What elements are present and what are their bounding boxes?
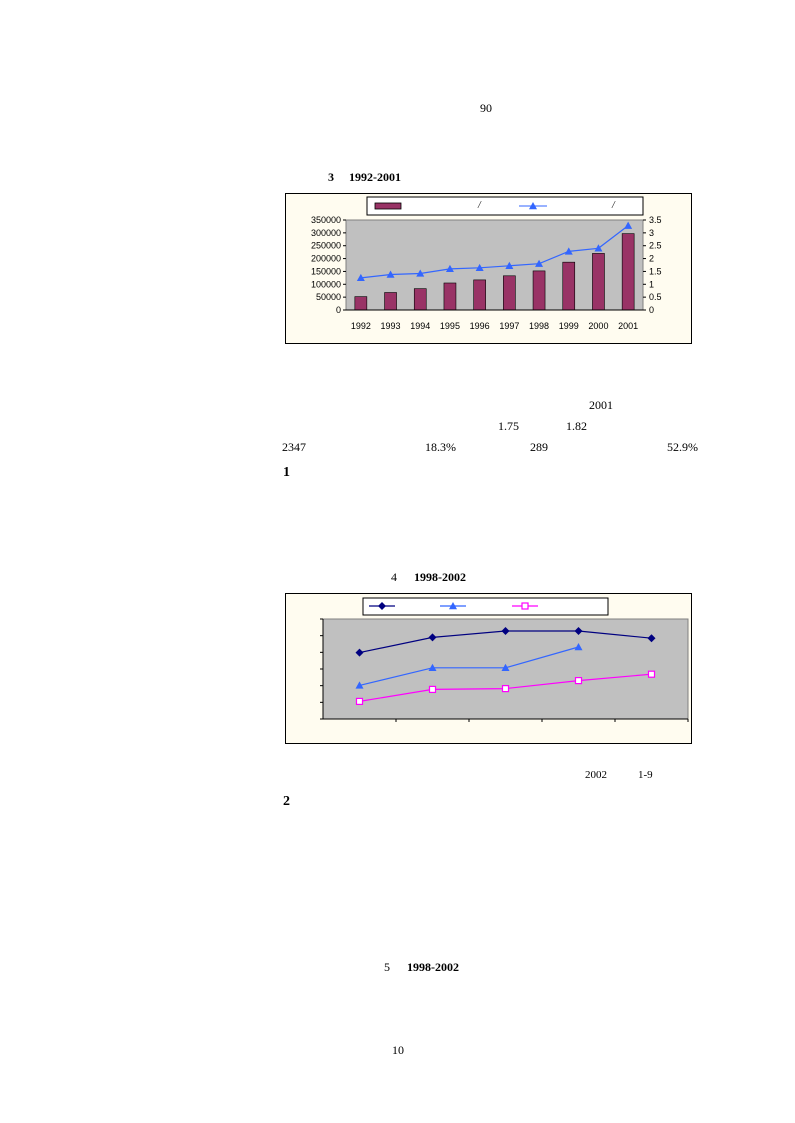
figure3-bar [413,288,427,311]
figure3-bar [443,282,457,311]
figure4-point [647,670,656,678]
figure4-point [355,697,364,706]
figure4-point [355,681,364,689]
figure3-line-point [386,270,395,278]
figure3-right-tick-label: 2.5 [649,241,662,251]
figure3-left-tick-label: 350000 [311,215,341,225]
para1-val-b: 1.82 [566,419,587,433]
para1-val-a: 1.75 [498,419,519,433]
figure4-point [574,676,583,685]
figure4-chart [285,593,692,744]
figure4-legend-box [362,597,609,616]
figure4-point [501,627,510,635]
figure3-right-tick-label: 2 [649,254,654,264]
figure3-right-tick-label: 1 [649,279,654,289]
figure4-point [501,663,510,671]
para1-pct-a: 18.3% [425,440,456,454]
para1-year: 2001 [589,398,613,412]
figure3-x-tick-label: 1995 [440,321,460,331]
figure3-left-tick-label: 50000 [316,292,341,302]
figure4-caption-range: 1998-2002 [414,570,466,584]
figure3-legend-line-marker [529,202,537,210]
para1-pct-b: 52.9% [667,440,698,454]
figure4-point [428,663,437,671]
figure5-caption-range: 1998-2002 [407,960,459,974]
figure3-bar [384,292,397,311]
figure4-point [355,648,364,657]
figure3-bar [503,275,516,311]
figure3-line-point [416,269,425,277]
figure4-legend-marker [521,602,529,610]
figure4-series-line [359,646,579,686]
figure3-left-tick-label: 300000 [311,228,341,238]
figure4-point [574,643,583,651]
figure3-line-point [564,247,573,255]
page-number-bottom: 10 [392,1043,404,1057]
figure3-x-tick-label: 2001 [618,321,638,331]
figure4-point [428,685,437,694]
figure3-caption-range: 1992-2001 [349,170,401,184]
figure4-caption-number: 4 [391,570,397,584]
figure4-legend-marker [449,602,457,610]
figure3-caption-number: 3 [328,170,334,184]
figure3-series-line [360,225,629,279]
figure3-legend-box [366,196,644,216]
figure3-bar [621,233,635,311]
figure3-chart-svg: 0 50000 100000 150000 200000 250000 300000 3500… [311,196,662,331]
figure3-line-point [535,259,544,267]
para1-val-d: 289 [530,440,548,454]
figure3-bar [592,253,605,311]
section-1-heading: 1 [283,465,290,480]
figure3-left-tick-label: 100000 [311,279,341,289]
figure3-x-tick-label: 1997 [499,321,519,331]
figure3-legend-sep-2: / [612,200,615,211]
figure3-right-tick-label: 0.5 [649,292,662,302]
figure3-x-tick-label: 1999 [559,321,579,331]
page-number-top: 90 [480,101,492,115]
figure3-left-tick-label: 200000 [311,254,341,264]
figure3-x-tick-label: 1996 [470,321,490,331]
figure3-left-tick-label: 150000 [311,266,341,276]
figure3-legend-sep-1: / [478,200,481,211]
figure3-line-point [594,244,603,252]
figure4-note-year: 2002 [585,769,607,781]
figure3-left-tick-label: 250000 [311,241,341,251]
section-2-heading: 2 [283,794,290,809]
figure3-line-point [445,264,454,273]
figure3-left-tick-label: 0 [336,305,341,315]
figure3-x-tick-label: 1998 [529,321,549,331]
figure3-line-point [475,263,484,272]
para1-val-c: 2347 [282,440,306,454]
figure4-point [501,684,510,693]
figure4-point [647,634,656,643]
figure3-x-tick-label: 1992 [351,321,371,331]
figure3-bar [473,279,486,311]
figure3-legend-bar-swatch [374,202,402,210]
figure4-legend-marker [378,602,386,610]
figure3-x-tick-label: 1994 [410,321,430,331]
figure3-bar [562,261,576,311]
figure4-point [574,627,583,635]
figure3-line-point [356,273,365,282]
figure5-caption-number: 5 [384,960,390,974]
figure3-right-tick-label: 0 [649,305,654,315]
figure3-bar [354,296,368,311]
figure3-right-tick-label: 3.5 [649,215,662,225]
figure3-right-tick-label: 3 [649,228,654,238]
figure3-x-tick-label: 2000 [588,321,608,331]
figure4-point [428,633,437,642]
figure3-line-point [505,261,514,269]
figure3-chart: 0 50000 100000 150000 200000 250000 300000 3500… [285,193,692,344]
figure3-line-point [624,221,633,229]
figure3-bar [532,270,546,311]
figure4-note-months: 1-9 [638,769,653,781]
figure4-chart-svg [320,597,689,722]
figure3-right-tick-label: 1.5 [649,266,662,276]
figure3-x-tick-label: 1993 [381,321,401,331]
